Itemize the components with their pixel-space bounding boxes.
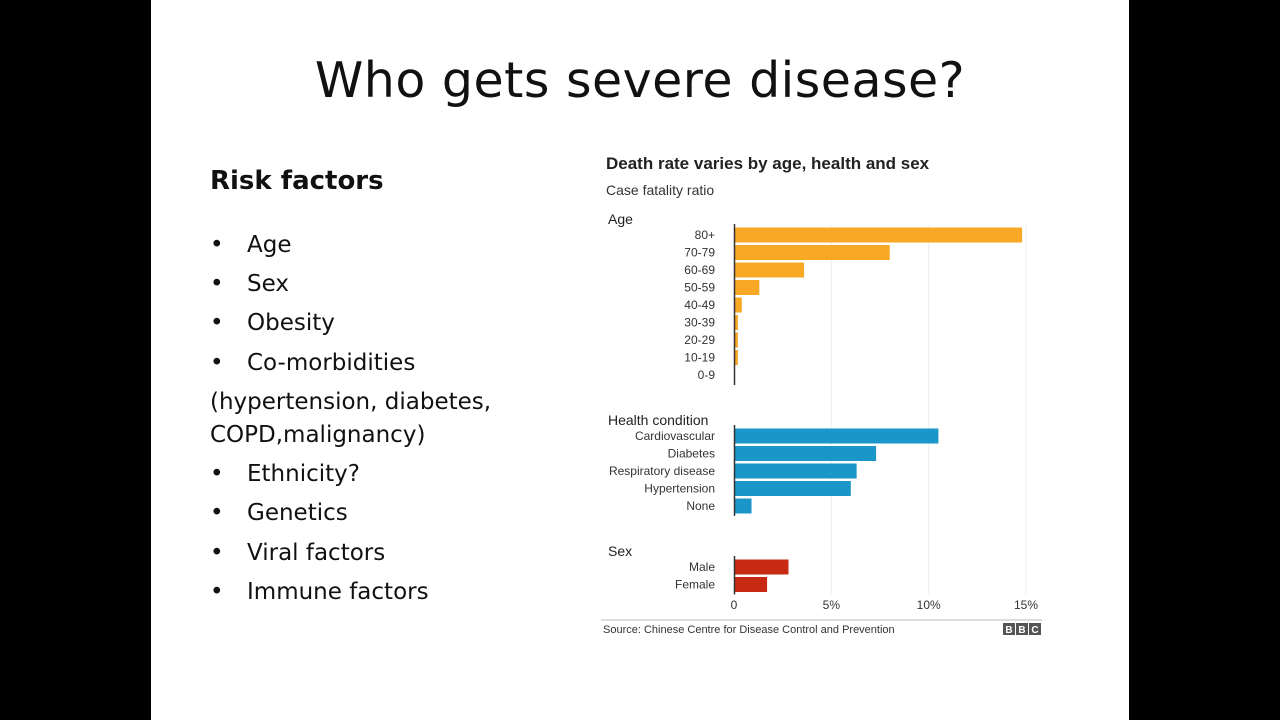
risk-factors-heading: Risk factors	[210, 166, 384, 196]
bbc-logo-letter: B	[1018, 625, 1025, 636]
bar	[734, 280, 760, 295]
category-label: Diabetes	[668, 447, 715, 461]
category-label: 70-79	[684, 246, 715, 260]
bullet-text: Genetics	[247, 500, 348, 526]
bullet-text: Immune factors	[247, 579, 429, 605]
bullet-glyph: •	[210, 350, 224, 376]
chart-source: Source: Chinese Centre for Disease Contr…	[603, 624, 895, 636]
x-tick-label: 15%	[1014, 598, 1038, 612]
bar	[734, 481, 851, 496]
bullet-glyph: •	[210, 461, 224, 487]
bar	[734, 332, 738, 348]
group-header: Age	[608, 211, 633, 227]
x-tick-label: 5%	[823, 598, 841, 612]
comorbidities-note-line: COPD,malignancy)	[210, 422, 426, 448]
bar	[734, 559, 789, 575]
bbc-logo-block	[1029, 623, 1041, 635]
bbc-logo-letter: B	[1005, 625, 1012, 636]
category-label: Hypertension	[644, 482, 715, 496]
bar	[734, 577, 768, 592]
bullet-glyph: •	[210, 500, 224, 526]
bullet-glyph: •	[210, 271, 224, 297]
bullet-glyph: •	[210, 540, 224, 566]
category-label: Female	[675, 578, 715, 592]
slide-title: Who gets severe disease?	[314, 52, 966, 109]
category-label: None	[686, 499, 715, 513]
bullet-glyph: •	[210, 310, 224, 336]
category-label: 50-59	[684, 281, 715, 295]
category-label: 60-69	[684, 263, 715, 277]
category-label: Male	[689, 560, 715, 574]
bullet-text: Ethnicity?	[247, 461, 360, 487]
bbc-logo-block	[1003, 623, 1015, 635]
death-rate-chart: Death rate varies by age, health and sex…	[601, 154, 1042, 636]
category-label: 10-19	[684, 351, 715, 365]
bullet-text: Sex	[247, 271, 289, 297]
bullet-glyph: •	[210, 579, 224, 605]
x-tick-label: 0	[731, 598, 738, 612]
comorbidities-note-line: (hypertension, diabetes,	[210, 389, 492, 415]
category-label: Respiratory disease	[609, 464, 715, 478]
bar	[734, 297, 742, 313]
bbc-logo-letter: C	[1031, 625, 1038, 636]
chart-subtitle: Case fatality ratio	[606, 182, 714, 198]
bullet-text: Co-morbidities	[247, 350, 416, 376]
bullet-text: Age	[247, 232, 292, 258]
bar	[734, 428, 939, 444]
chart-body: Age 80+ 70-79 60-69 50-59 40-49 30-39 20-29 10-1…	[608, 211, 1038, 612]
bar	[734, 245, 890, 260]
slide: Who gets severe disease? Risk factors • …	[151, 0, 1129, 720]
category-label: 20-29	[684, 333, 715, 347]
category-label: 40-49	[684, 298, 715, 312]
category-label: Cardiovascular	[635, 429, 715, 443]
bar	[734, 262, 805, 278]
bar	[734, 446, 877, 461]
category-label: 30-39	[684, 316, 715, 330]
bar	[734, 463, 857, 479]
bullet-text: Viral factors	[247, 540, 386, 566]
bar	[734, 227, 1023, 243]
category-label: 0-9	[698, 368, 716, 382]
group-header: Health condition	[608, 412, 708, 428]
bullet-glyph: •	[210, 232, 224, 258]
x-tick-label: 10%	[917, 598, 941, 612]
bbc-logo-block	[1016, 623, 1028, 635]
bar	[734, 315, 738, 330]
chart-title: Death rate varies by age, health and sex	[606, 154, 930, 173]
bullet-text: Obesity	[247, 310, 335, 336]
bar	[734, 350, 738, 365]
category-label: 80+	[695, 228, 715, 242]
bar	[734, 498, 752, 514]
group-header: Sex	[608, 543, 632, 559]
